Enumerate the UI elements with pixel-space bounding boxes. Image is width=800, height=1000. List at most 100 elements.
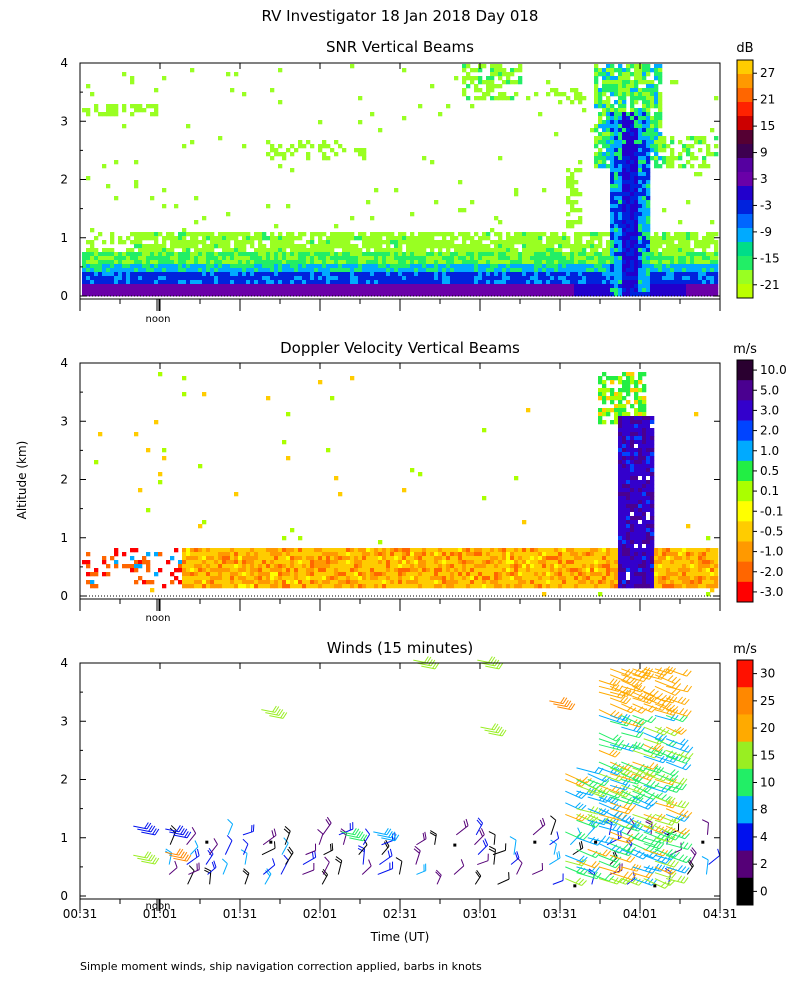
snr-cell: [90, 280, 95, 285]
snr-cell: [690, 164, 695, 169]
snr-cell: [138, 232, 143, 237]
doppler-cell: [358, 552, 363, 557]
snr-cell: [638, 124, 643, 129]
snr-cell: [350, 236, 355, 241]
doppler-cell: [434, 584, 439, 589]
snr-cell: [638, 140, 643, 145]
snr-cell: [618, 280, 623, 285]
doppler-cell: [406, 572, 411, 577]
snr-cell: [414, 236, 419, 241]
snr-cell: [142, 292, 147, 297]
doppler-cell: [350, 576, 355, 581]
snr-cell: [618, 168, 623, 173]
doppler-cell: [466, 548, 471, 553]
snr-cell: [638, 292, 643, 297]
snr-cell: [614, 176, 619, 181]
snr-cell: [586, 288, 591, 293]
snr-cell: [302, 284, 307, 289]
snr-cell: [678, 260, 683, 265]
doppler-cell: [182, 392, 187, 397]
snr-cell: [646, 276, 651, 281]
snr-cell: [654, 156, 659, 161]
snr-cell: [430, 244, 435, 249]
snr-cell: [138, 292, 143, 297]
snr-cell: [666, 252, 671, 257]
doppler-cell: [150, 580, 155, 585]
snr-cell: [626, 240, 631, 245]
doppler-cell: [362, 576, 367, 581]
snr-cell: [214, 236, 219, 241]
snr-cell: [122, 108, 127, 113]
doppler-cell: [474, 564, 479, 569]
doppler-cell: [622, 472, 627, 477]
doppler-cell: [570, 584, 575, 589]
snr-cell: [698, 272, 703, 277]
doppler-cell: [278, 584, 283, 589]
snr-cell: [710, 128, 715, 133]
doppler-cell: [386, 552, 391, 557]
snr-cell: [614, 120, 619, 125]
snr-cell: [134, 180, 139, 185]
snr-cell: [134, 260, 139, 265]
snr-cell: [498, 76, 503, 81]
snr-cell: [470, 280, 475, 285]
snr-cell: [630, 80, 635, 85]
snr-cell: [118, 284, 123, 289]
doppler-cell: [198, 464, 203, 469]
snr-cell: [86, 284, 91, 289]
snr-cell: [602, 272, 607, 277]
snr-cell: [150, 104, 155, 109]
snr-cell: [518, 268, 523, 273]
snr-cell: [202, 276, 207, 281]
snr-cell: [522, 236, 527, 241]
snr-cell: [706, 268, 711, 273]
doppler-cell: [462, 552, 467, 557]
snr-cell: [402, 272, 407, 277]
doppler-cell: [642, 580, 647, 585]
snr-cell: [542, 256, 547, 261]
snr-cell: [182, 248, 187, 253]
snr-cell: [98, 280, 103, 285]
snr-cell: [146, 292, 151, 297]
snr-cell: [514, 276, 519, 281]
doppler-cell: [342, 560, 347, 565]
snr-cell: [290, 276, 295, 281]
snr-cell: [446, 244, 451, 249]
doppler-cell: [554, 584, 559, 589]
snr-cell: [510, 268, 515, 273]
doppler-cell: [198, 576, 203, 581]
snr-cell: [550, 260, 555, 265]
doppler-cell: [130, 564, 135, 569]
snr-cell: [646, 120, 651, 125]
snr-cell: [342, 148, 347, 153]
snr-cell: [222, 232, 227, 237]
snr-cell: [570, 192, 575, 197]
snr-cell: [122, 252, 127, 257]
snr-cell: [690, 260, 695, 265]
snr-cell: [706, 260, 711, 265]
snr-cell: [558, 292, 563, 297]
snr-cell: [262, 268, 267, 273]
snr-cell: [490, 280, 495, 285]
snr-cell: [482, 276, 487, 281]
snr-cell: [486, 252, 491, 257]
snr-cell: [434, 240, 439, 245]
snr-cell: [154, 276, 159, 281]
doppler-cell: [282, 576, 287, 581]
doppler-cell: [402, 564, 407, 569]
snr-cell: [270, 156, 275, 161]
snr-cell: [666, 160, 671, 165]
snr-cell: [446, 268, 451, 273]
snr-cell: [110, 108, 115, 113]
snr-cell: [286, 232, 291, 237]
doppler-cell: [438, 564, 443, 569]
snr-cell: [642, 124, 647, 129]
snr-cell: [146, 252, 151, 257]
snr-cell: [542, 276, 547, 281]
doppler-cell: [646, 508, 651, 513]
snr-cell: [490, 260, 495, 265]
snr-cell: [458, 248, 463, 253]
doppler-cell: [590, 556, 595, 561]
snr-cell: [410, 272, 415, 277]
snr-cell: [458, 232, 463, 237]
